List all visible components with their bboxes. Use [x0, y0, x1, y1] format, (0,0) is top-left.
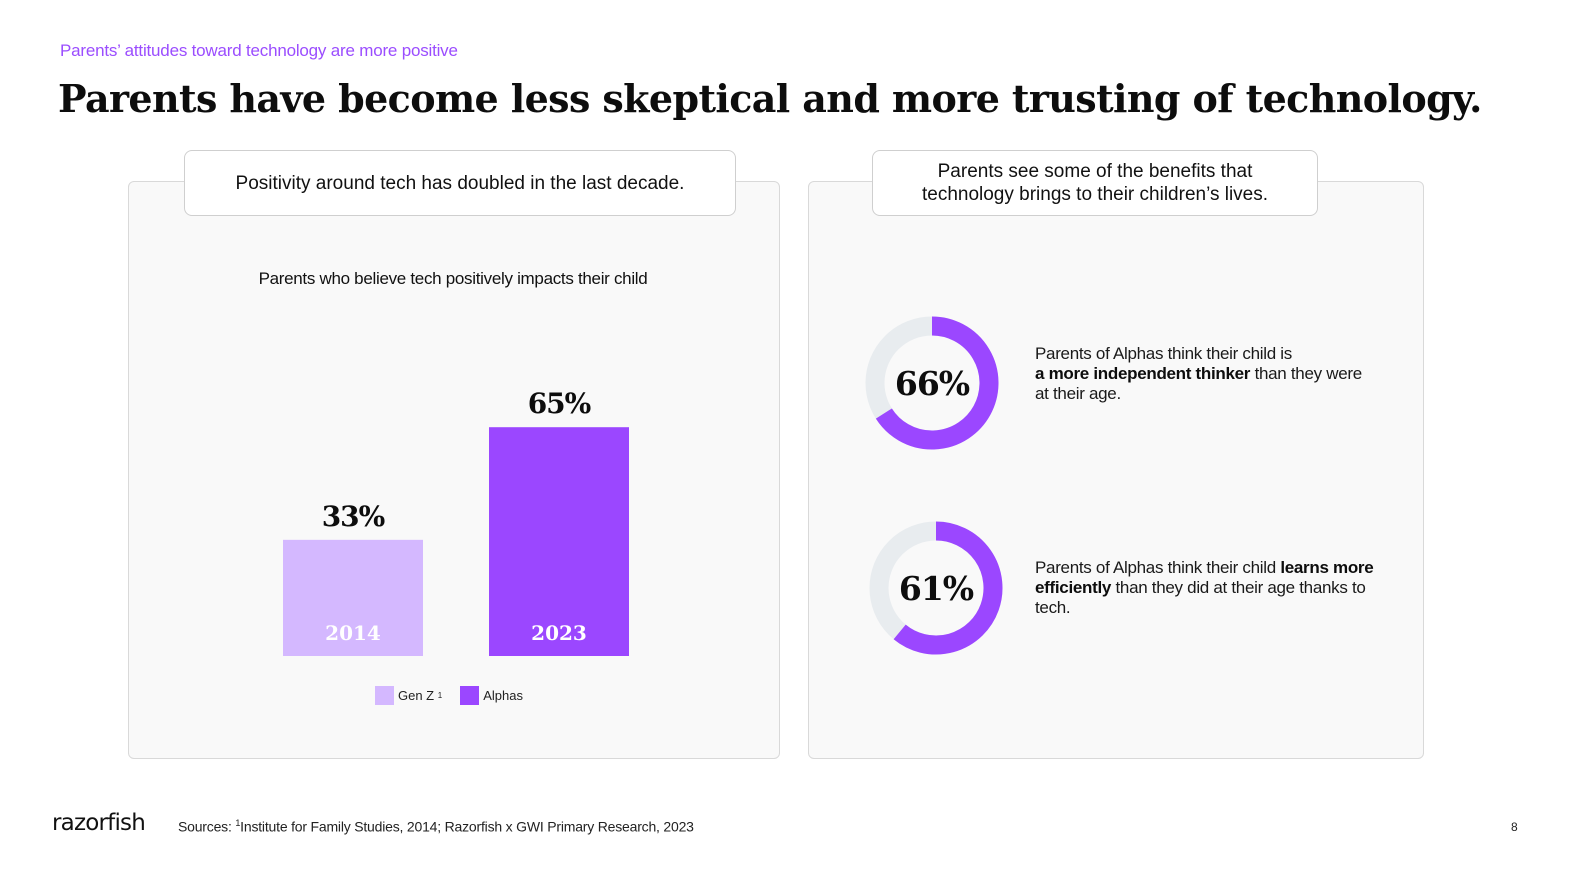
legend-item-genz: Gen Z 1 — [375, 686, 442, 705]
donut-chart-efficient: 61% — [866, 518, 1006, 658]
chart-legend: Gen Z 1 Alphas — [375, 686, 541, 705]
sources-superscript: 1 — [235, 818, 241, 828]
bar-value-label: 33% — [322, 500, 385, 533]
legend-label-alphas: Alphas — [483, 688, 523, 703]
page-title: Parents have become less skeptical and m… — [58, 76, 1482, 121]
stat-description-efficient: Parents of Alphas think their child lear… — [1035, 558, 1375, 618]
eyebrow-label: Parents’ attitudes toward technology are… — [60, 41, 458, 60]
stat-text-before: Parents of Alphas think their child — [1035, 558, 1276, 577]
legend-label-genz: Gen Z — [398, 688, 435, 703]
bar-2014 — [283, 539, 423, 656]
stat-text-after: than they were at their age. — [1035, 364, 1362, 403]
legend-swatch-genz — [375, 686, 394, 705]
donut-chart-independent: 66% — [862, 313, 1002, 453]
donut-slice — [893, 521, 1003, 655]
left-callout: Positivity around tech has doubled in th… — [184, 150, 736, 216]
donut-ring — [869, 521, 1003, 655]
right-callout-text: Parents see some of the benefits that te… — [921, 161, 1269, 205]
stat-text-after: than they did at their age thanks to tec… — [1035, 578, 1366, 617]
sources-note: Sources: 1Institute for Family Studies, … — [178, 818, 694, 835]
stat-text-before: Parents of Alphas think their child is — [1035, 344, 1292, 363]
left-panel — [128, 181, 780, 759]
stat-text-bold: a more independent thinker — [1035, 364, 1251, 383]
stat-text-bold: learns more efficiently — [1035, 558, 1374, 597]
legend-swatch-alphas — [460, 686, 480, 705]
razorfish-logo: razorfish — [52, 810, 146, 836]
right-panel — [808, 181, 1424, 759]
bar-category-label: 2014 — [325, 621, 381, 645]
donut-value-label: 66% — [894, 363, 970, 403]
legend-superscript: 1 — [437, 691, 443, 700]
bar-2023 — [489, 427, 629, 656]
donut-ring — [865, 316, 999, 450]
bar-value-label: 65% — [528, 387, 591, 420]
sources-text: Institute for Family Studies, 2014; Razo… — [240, 818, 694, 835]
stat-description-independent: Parents of Alphas think their child is a… — [1035, 344, 1375, 404]
bar-category-label: 2023 — [531, 621, 587, 645]
donut-value-label: 61% — [898, 568, 974, 608]
left-callout-text: Positivity around tech has doubled in th… — [235, 172, 685, 194]
legend-item-alphas: Alphas — [460, 686, 523, 705]
donut-slice — [875, 316, 999, 450]
sources-prefix: Sources: — [178, 818, 232, 835]
bar-chart-title: Parents who believe tech positively impa… — [258, 269, 648, 288]
bar-chart: 33% 2014 65% 2023 — [283, 387, 629, 656]
page-number: 8 — [1511, 820, 1518, 834]
right-callout: Parents see some of the benefits that te… — [872, 150, 1318, 216]
